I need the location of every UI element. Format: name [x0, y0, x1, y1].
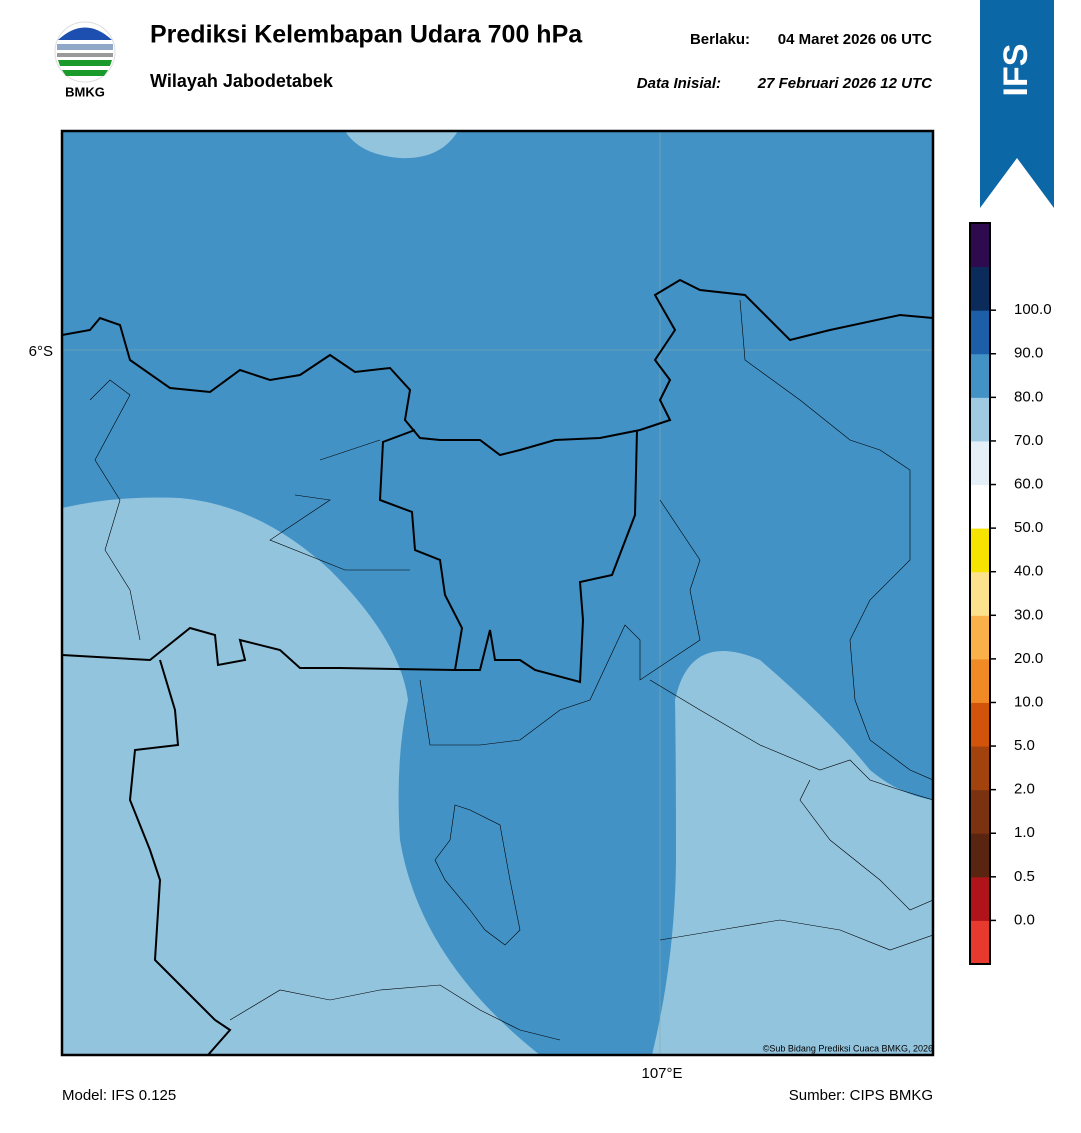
colorbar-label: 30.0: [1014, 606, 1043, 623]
map: ©Sub Bidang Prediksi Cuaca BMKG, 2026: [62, 131, 933, 1055]
lat-label: 6°S: [29, 343, 53, 360]
colorbar-label: 5.0: [1014, 737, 1035, 754]
colorbar-segment: [970, 571, 990, 616]
colorbar-label: 10.0: [1014, 693, 1043, 710]
colorbar-segment: [970, 223, 990, 268]
title: Prediksi Kelembapan Udara 700 hPa: [150, 21, 583, 49]
colorbar-label: 70.0: [1014, 432, 1043, 449]
model: Model: IFS 0.125: [62, 1087, 176, 1104]
colorbar-label: 90.0: [1014, 345, 1043, 362]
colorbar: 0.0 0.5 1.0 2.0 5.0 10.0 20.0 30.0 40.0 50.0 60.0 7…: [969, 222, 1052, 965]
colorbar-label: 40.0: [1014, 563, 1043, 580]
colorbar-segment: [970, 615, 990, 660]
colorbar-label: 60.0: [1014, 475, 1043, 492]
colorbar-label: 100.0: [1014, 301, 1052, 318]
colorbar-segment: [970, 746, 990, 791]
colorbar-segment: [970, 266, 990, 311]
colorbar-segment: [970, 702, 990, 747]
credit: ©Sub Bidang Prediksi Cuaca BMKG, 2026: [763, 1043, 933, 1053]
colorbar-label: 20.0: [1014, 650, 1043, 667]
colorbar-segment: [970, 920, 990, 965]
map-frame: [60, 129, 935, 1057]
init-time: 27 Februari 2026 12 UTC: [757, 75, 933, 92]
banner: IFS: [980, 0, 1054, 208]
colorbar-segment: [970, 397, 990, 442]
colorbar-label: 2.0: [1014, 781, 1035, 798]
logo-text: BMKG: [65, 84, 105, 99]
colorbar-label: 80.0: [1014, 388, 1043, 405]
subtitle: Wilayah Jabodetabek: [150, 71, 334, 91]
colorbar-label: 1.0: [1014, 824, 1035, 841]
colorbar-segment: [970, 353, 990, 398]
colorbar-segment: [970, 789, 990, 834]
valid-time: 04 Maret 2026 06 UTC: [778, 31, 932, 48]
colorbar-segment: [970, 484, 990, 529]
colorbar-label: 50.0: [1014, 519, 1043, 536]
lon-label: 107°E: [641, 1065, 682, 1082]
colorbar-segment: [970, 658, 990, 703]
valid-label: Berlaku:: [690, 31, 750, 48]
banner-text: IFS: [997, 44, 1035, 97]
colorbar-frame: [969, 222, 991, 965]
logo: BMKG: [54, 21, 116, 99]
colorbar-segment: [970, 310, 990, 355]
source: Sumber: CIPS BMKG: [789, 1087, 933, 1104]
colorbar-label: 0.5: [1014, 868, 1035, 885]
colorbar-segment: [970, 833, 990, 878]
colorbar-segment: [970, 440, 990, 486]
init-label: Data Inisial:: [637, 75, 721, 92]
colorbar-segment: [970, 528, 990, 573]
colorbar-segment: [970, 876, 990, 921]
colorbar-label: 0.0: [1014, 911, 1035, 928]
